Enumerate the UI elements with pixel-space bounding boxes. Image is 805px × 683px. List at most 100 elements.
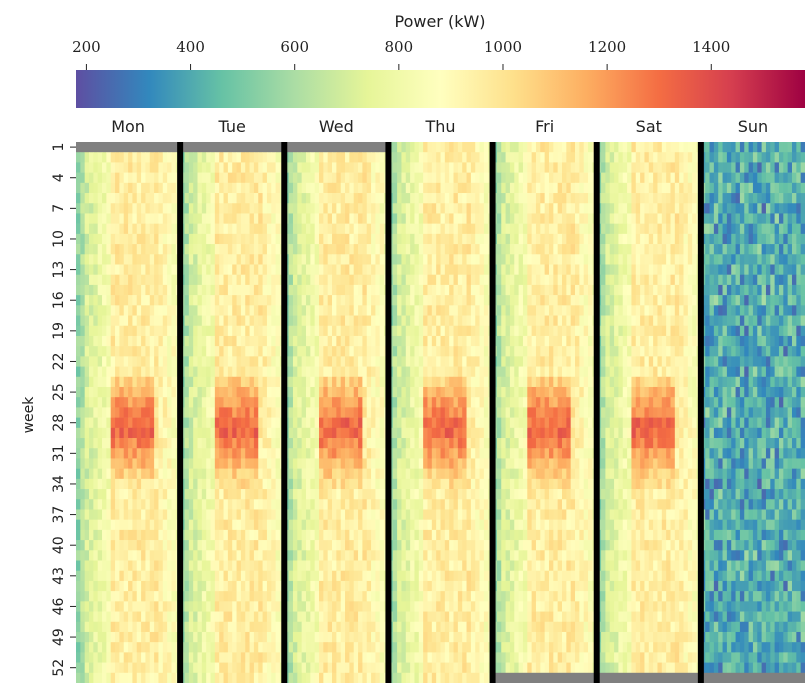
heatmap-cell — [162, 397, 168, 408]
heatmap-cell — [149, 203, 155, 214]
heatmap-cell — [123, 672, 129, 683]
heatmap-cell — [80, 652, 86, 663]
heatmap-cell — [110, 672, 116, 683]
heatmap-cell — [336, 631, 342, 643]
heatmap-cell — [210, 427, 216, 439]
heatmap-cell — [371, 672, 376, 683]
heatmap-cell — [158, 438, 164, 449]
heatmap-cell — [158, 315, 164, 327]
heatmap-cell — [145, 213, 151, 224]
heatmap-cell — [141, 254, 146, 265]
heatmap-cell — [444, 356, 450, 367]
heatmap-cell — [110, 407, 116, 418]
heatmap-cell — [314, 203, 320, 214]
heatmap-cell — [89, 315, 94, 327]
heatmap-cell — [219, 223, 224, 235]
heatmap-cell — [392, 162, 398, 173]
heatmap-cell — [345, 417, 350, 429]
heatmap-cell — [206, 529, 211, 541]
heatmap-cell — [89, 325, 94, 337]
heatmap-cell — [184, 335, 190, 347]
heatmap-cell — [145, 489, 151, 500]
heatmap-cell — [271, 325, 277, 337]
heatmap-cell — [444, 540, 450, 551]
heatmap-cell — [332, 356, 337, 367]
heatmap-cell — [167, 427, 172, 439]
heatmap-cell — [132, 346, 138, 357]
heatmap-cell — [358, 325, 363, 337]
heatmap-cell — [210, 366, 216, 378]
heatmap-cell — [353, 366, 359, 378]
heatmap-cell — [227, 386, 233, 398]
heatmap-cell — [89, 386, 94, 398]
heatmap-cell — [262, 295, 268, 306]
heatmap-cell — [288, 662, 294, 674]
heatmap-cell — [449, 478, 454, 490]
heatmap-cell — [232, 182, 237, 194]
heatmap-cell — [197, 274, 203, 286]
heatmap-cell — [410, 540, 415, 551]
heatmap-cell — [128, 264, 133, 275]
heatmap-cell — [171, 244, 177, 255]
heatmap-cell — [457, 376, 463, 388]
heatmap-cell — [479, 642, 485, 653]
heatmap-cell — [106, 611, 112, 623]
heatmap-cell — [366, 264, 372, 275]
heatmap-cell — [158, 325, 164, 337]
heatmap-cell — [375, 448, 381, 459]
heatmap-cell — [423, 203, 428, 214]
heatmap-cell — [136, 284, 142, 296]
heatmap-cell — [232, 448, 237, 459]
heatmap-cell — [89, 438, 94, 449]
heatmap-cell — [371, 427, 376, 439]
heatmap-cell — [102, 335, 107, 347]
heatmap-cell — [93, 448, 99, 459]
heatmap-cell — [128, 397, 133, 408]
heatmap-cell — [332, 203, 337, 214]
heatmap-cell — [449, 284, 454, 296]
heatmap-cell — [297, 274, 303, 286]
heatmap-cell — [240, 448, 246, 459]
heatmap-cell — [305, 550, 311, 561]
heatmap-cell — [123, 182, 129, 194]
heatmap-cell — [132, 182, 138, 194]
heatmap-cell — [371, 346, 376, 357]
heatmap-cell — [206, 417, 211, 429]
heatmap-cell — [240, 305, 246, 316]
heatmap-cell — [392, 621, 398, 633]
heatmap-cell — [115, 478, 120, 490]
heatmap-cell — [275, 519, 281, 531]
heatmap-cell — [141, 417, 146, 429]
heatmap-cell — [418, 264, 424, 275]
heatmap-cell — [375, 621, 381, 633]
heatmap-cell — [345, 550, 350, 561]
heatmap-cell — [336, 284, 342, 296]
heatmap-cell — [162, 448, 168, 459]
heatmap-cell — [297, 203, 303, 214]
heatmap-cell — [149, 611, 155, 623]
heatmap-cell — [223, 662, 229, 674]
heatmap-cell — [119, 642, 125, 653]
heatmap-cell — [410, 397, 415, 408]
heatmap-cell — [292, 346, 298, 357]
heatmap-cell — [288, 254, 294, 265]
heatmap-cell — [288, 560, 294, 572]
heatmap-cell — [423, 519, 428, 531]
heatmap-cell — [462, 346, 467, 357]
heatmap-cell — [323, 427, 329, 439]
heatmap-cell — [193, 233, 198, 245]
day-labels: Mon Tue Wed Thu Fri Sat Sun — [111, 117, 768, 136]
heatmap-cell — [141, 397, 146, 408]
heatmap-cell — [227, 489, 233, 500]
heatmap-cell — [102, 550, 107, 561]
heatmap-cell — [154, 376, 159, 388]
heatmap-cell — [214, 233, 220, 245]
heatmap-cell — [301, 335, 307, 347]
heatmap-cell — [314, 366, 320, 378]
heatmap-cell — [475, 193, 480, 204]
heatmap-cell — [288, 346, 294, 357]
heatmap-cell — [84, 172, 90, 184]
heatmap-cell — [253, 162, 259, 173]
heatmap-cell — [431, 244, 437, 255]
heatmap-cell — [188, 580, 194, 592]
